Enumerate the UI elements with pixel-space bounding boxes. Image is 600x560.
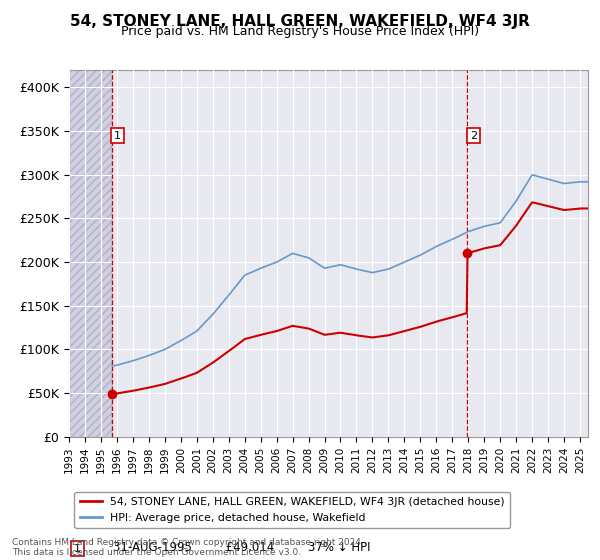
- Text: 31-AUG-1995         £49,014         37% ↓ HPI: 31-AUG-1995 £49,014 37% ↓ HPI: [98, 541, 370, 554]
- Text: 1: 1: [114, 130, 121, 141]
- Text: 54, STONEY LANE, HALL GREEN, WAKEFIELD, WF4 3JR: 54, STONEY LANE, HALL GREEN, WAKEFIELD, …: [70, 14, 530, 29]
- Text: Price paid vs. HM Land Registry's House Price Index (HPI): Price paid vs. HM Land Registry's House …: [121, 25, 479, 38]
- Bar: [69, 70, 112, 437]
- Text: 1: 1: [74, 544, 81, 554]
- Text: 2: 2: [470, 130, 477, 141]
- Text: Contains HM Land Registry data © Crown copyright and database right 2024.
This d: Contains HM Land Registry data © Crown c…: [12, 538, 364, 557]
- Bar: [69, 70, 112, 437]
- Legend: 54, STONEY LANE, HALL GREEN, WAKEFIELD, WF4 3JR (detached house), HPI: Average p: 54, STONEY LANE, HALL GREEN, WAKEFIELD, …: [74, 492, 510, 528]
